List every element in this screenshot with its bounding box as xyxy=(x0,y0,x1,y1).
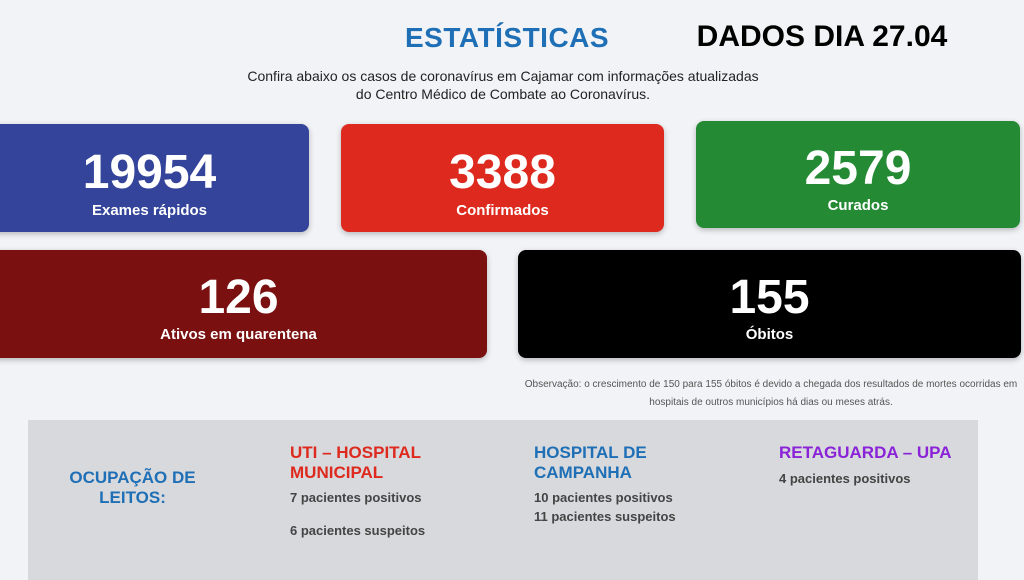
campanha-title-line-1: HOSPITAL DE xyxy=(534,443,647,462)
bed-occupancy-heading-line-1: OCUPAÇÃO DE xyxy=(69,468,196,487)
uti-suspected-patients: 6 pacientes suspeitos xyxy=(290,523,426,538)
bed-occupancy-heading-line-2: LEITOS: xyxy=(99,488,166,507)
date-label: DADOS DIA 27.04 xyxy=(696,20,948,53)
campanha-positive-patients: 10 pacientes positivos xyxy=(534,490,673,505)
campanha-suspected-patients: 11 pacientes suspeitos xyxy=(534,509,676,524)
stat-label-ativos: Ativos em quarentena xyxy=(160,326,317,343)
stat-card-curados: 2579 Curados xyxy=(696,121,1020,228)
stat-label-confirmados: Confirmados xyxy=(456,202,549,219)
retaguarda-positive-patients: 4 pacientes positivos xyxy=(779,471,911,486)
stat-value-exames: 19954 xyxy=(82,146,217,199)
stat-card-ativos: 126 Ativos em quarentena xyxy=(0,250,487,358)
observation-note-line-2: hospitais de outros municípios há dias o… xyxy=(649,397,893,408)
stat-label-curados: Curados xyxy=(827,197,889,214)
stat-value-ativos: 126 xyxy=(198,271,279,324)
stat-label-exames: Exames rápidos xyxy=(91,202,208,219)
campanha-title-line-2: CAMPANHA xyxy=(534,463,632,482)
retaguarda-upa-title: RETAGUARDA – UPA xyxy=(779,443,952,462)
observation-note-line-1: Observação: o crescimento de 150 para 15… xyxy=(524,379,1018,390)
uti-hospital-title: UTI – HOSPITAL MUNICIPAL xyxy=(290,443,490,483)
stat-value-obitos: 155 xyxy=(729,271,810,324)
page-title: ESTATÍSTICAS xyxy=(405,22,610,53)
stat-label-obitos: Óbitos xyxy=(745,326,794,343)
uti-title-line-2: MUNICIPAL xyxy=(290,463,384,482)
bed-occupancy-heading: OCUPAÇÃO DE LEITOS: xyxy=(60,468,205,508)
uti-title-line-1: UTI – HOSPITAL xyxy=(290,443,421,462)
stat-card-confirmados: 3388 Confirmados xyxy=(341,124,664,232)
stat-card-exames: 19954 Exames rápidos xyxy=(0,124,309,232)
stat-value-curados: 2579 xyxy=(804,142,912,195)
uti-positive-patients: 7 pacientes positivos xyxy=(290,490,422,505)
intro-text-line-2: do Centro Médico de Combate ao Coronavír… xyxy=(355,86,651,102)
hospital-campanha-title: HOSPITAL DE CAMPANHA xyxy=(534,443,734,483)
stat-value-confirmados: 3388 xyxy=(449,146,556,199)
bed-occupancy-panel xyxy=(28,420,978,580)
intro-text-line-1: Confira abaixo os casos de coronavírus e… xyxy=(247,68,759,84)
stat-card-obitos: 155 Óbitos xyxy=(518,250,1021,358)
